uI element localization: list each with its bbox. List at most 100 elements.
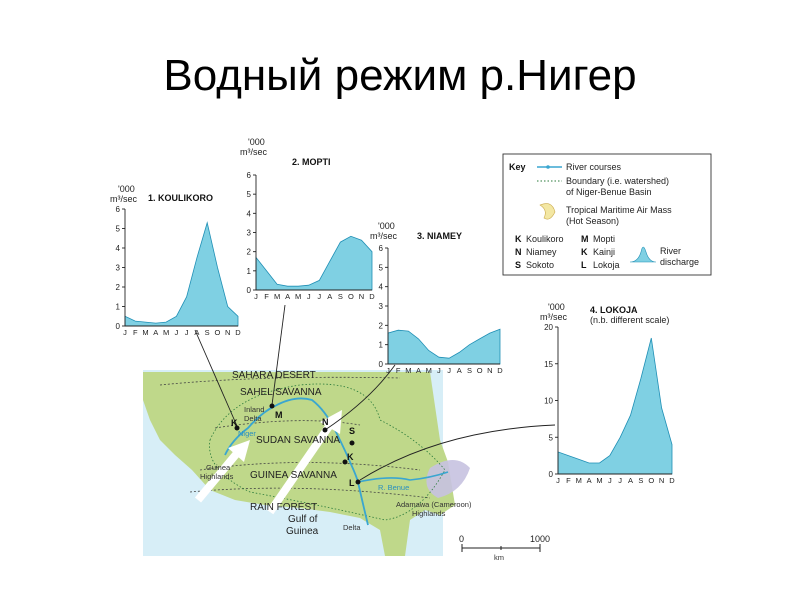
niamey-month-label: J <box>447 366 451 375</box>
niamey-y-tick-label: 3 <box>379 302 384 311</box>
scale-bar: 0 1000 km <box>459 534 550 562</box>
label-guinea-highlands-1: Guinea <box>206 463 231 472</box>
pointer-niamey <box>324 364 396 431</box>
mopti-discharge-area <box>255 235 373 291</box>
label-inland-delta-2: Delta <box>244 414 262 423</box>
lokoja-y-tick-label: 10 <box>544 397 553 406</box>
lokoja-y-tick-label: 20 <box>544 323 553 332</box>
station-dot-sokoto <box>349 440 355 446</box>
koulikoro-month-label: O <box>215 328 221 337</box>
key-air-mass-line1: Tropical Maritime Air Mass <box>566 205 672 215</box>
lokoja-month-label: D <box>669 476 675 485</box>
niamey-y-tick-label: 0 <box>379 360 384 369</box>
lokoja-y-tick-label: 15 <box>544 360 553 369</box>
lokoja-month-label: A <box>587 476 592 485</box>
key-discharge-line1: River <box>660 246 681 256</box>
key-letter-n: N <box>515 247 522 257</box>
niger-basin-map: SAHARA DESERT SAHEL SAVANNA SUDAN SAVANN… <box>143 304 556 562</box>
lokoja-month-label: O <box>648 476 654 485</box>
mopti-month-label: A <box>327 292 332 301</box>
lokoja-y-tick-label: 0 <box>549 470 554 479</box>
koulikoro-month-label: S <box>205 328 210 337</box>
koulikoro-y-tick-label: 1 <box>116 303 121 312</box>
koulikoro-discharge-area <box>124 221 239 327</box>
scale-start: 0 <box>459 534 464 544</box>
koulikoro-chart-title: 1. KOULIKORO <box>148 193 213 203</box>
label-river-benue: R. Benue <box>378 483 409 492</box>
key-name-mopti: Mopti <box>593 234 615 244</box>
lokoja-month-label: S <box>638 476 643 485</box>
station-letter-mopti: M <box>275 410 283 420</box>
key-air-mass-line2: (Hot Season) <box>566 216 619 226</box>
station-dot-kainji <box>342 459 348 465</box>
lokoja-month-label: M <box>596 476 602 485</box>
mopti-y-tick-label: 6 <box>247 171 252 180</box>
mopti-month-label: O <box>348 292 354 301</box>
station-dot-koulikoro <box>234 425 240 431</box>
mopti-y-tick-label: 1 <box>247 267 252 276</box>
station-letter-lokoja: L <box>349 478 355 488</box>
niamey-y-tick-label: 1 <box>379 341 384 350</box>
mopti-month-label: F <box>264 292 269 301</box>
key-letter-k1: K <box>515 234 522 244</box>
key-name-sokoto: Sokoto <box>526 260 554 270</box>
mopti-month-label: A <box>285 292 290 301</box>
niamey-month-label: M <box>405 366 411 375</box>
key-letter-s: S <box>515 260 521 270</box>
mopti-unit-line1: '000 <box>248 137 265 147</box>
mopti-month-label: J <box>307 292 311 301</box>
niamey-month-label: N <box>487 366 492 375</box>
koulikoro-month-label: M <box>163 328 169 337</box>
koulikoro-month-label: A <box>153 328 158 337</box>
mopti-y-tick-label: 4 <box>247 209 252 218</box>
niamey-month-label: D <box>497 366 503 375</box>
station-letter-niamey: N <box>322 417 329 427</box>
zone-label-rain-forest: RAIN FOREST <box>250 502 317 513</box>
air-mass-arrow-2 <box>266 422 334 515</box>
pointer-koulikoro <box>194 329 238 427</box>
niamey-month-label: J <box>386 366 390 375</box>
koulikoro-month-label: J <box>123 328 127 337</box>
key-title: Key <box>509 162 526 172</box>
niamey-month-label: O <box>477 366 483 375</box>
koulikoro-unit-line1: '000 <box>118 184 135 194</box>
desert-zone-boundary <box>159 376 401 386</box>
pointer-mopti <box>271 304 286 406</box>
lokoja-unit-line1: '000 <box>548 302 565 312</box>
air-mass-arrow-1 <box>194 449 242 503</box>
niamey-y-tick-label: 2 <box>379 321 384 330</box>
koulikoro-month-label: D <box>235 328 241 337</box>
mopti-chart-title: 2. MOPTI <box>292 157 331 167</box>
niamey-discharge-area <box>387 328 501 365</box>
pointer-lokoja <box>359 424 556 481</box>
label-inland-delta-1: Inland <box>244 405 264 414</box>
label-delta: Delta <box>343 523 361 532</box>
mopti-unit-line2: m³/sec <box>240 147 268 157</box>
zone-label-guinea: GUINEA SAVANNA <box>250 470 337 481</box>
key-box <box>502 153 712 276</box>
river-benue-course <box>357 471 449 483</box>
scale-unit: km <box>494 553 504 562</box>
mopti-y-tick-label: 3 <box>247 229 252 238</box>
koulikoro-month-label: J <box>174 328 178 337</box>
key-name-koulikoro: Koulikoro <box>526 234 564 244</box>
koulikoro-y-tick-label: 2 <box>116 283 121 292</box>
koulikoro-y-tick-label: 6 <box>116 205 121 214</box>
key-boundary-line1: Boundary (i.e. watershed) <box>566 176 669 186</box>
lokoja-month-label: J <box>608 476 612 485</box>
mopti-y-tick-label: 2 <box>247 248 252 257</box>
key-discharge-swatch <box>629 246 657 263</box>
zone-label-sahara: SAHARA DESERT <box>232 370 316 381</box>
key-river-swatch-dot <box>546 165 550 169</box>
label-adamawa-2: Highlands <box>412 509 446 518</box>
air-mass-arrow-2-head <box>320 410 342 434</box>
koulikoro-month-label: F <box>133 328 138 337</box>
niamey-y-tick-label: 4 <box>379 283 384 292</box>
map-key: Key River courses Boundary (i.e. watersh… <box>502 153 712 276</box>
mopti-month-label: J <box>317 292 321 301</box>
label-river-niger: Niger <box>238 429 256 438</box>
niamey-chart-title: 3. NIAMEY <box>417 231 462 241</box>
